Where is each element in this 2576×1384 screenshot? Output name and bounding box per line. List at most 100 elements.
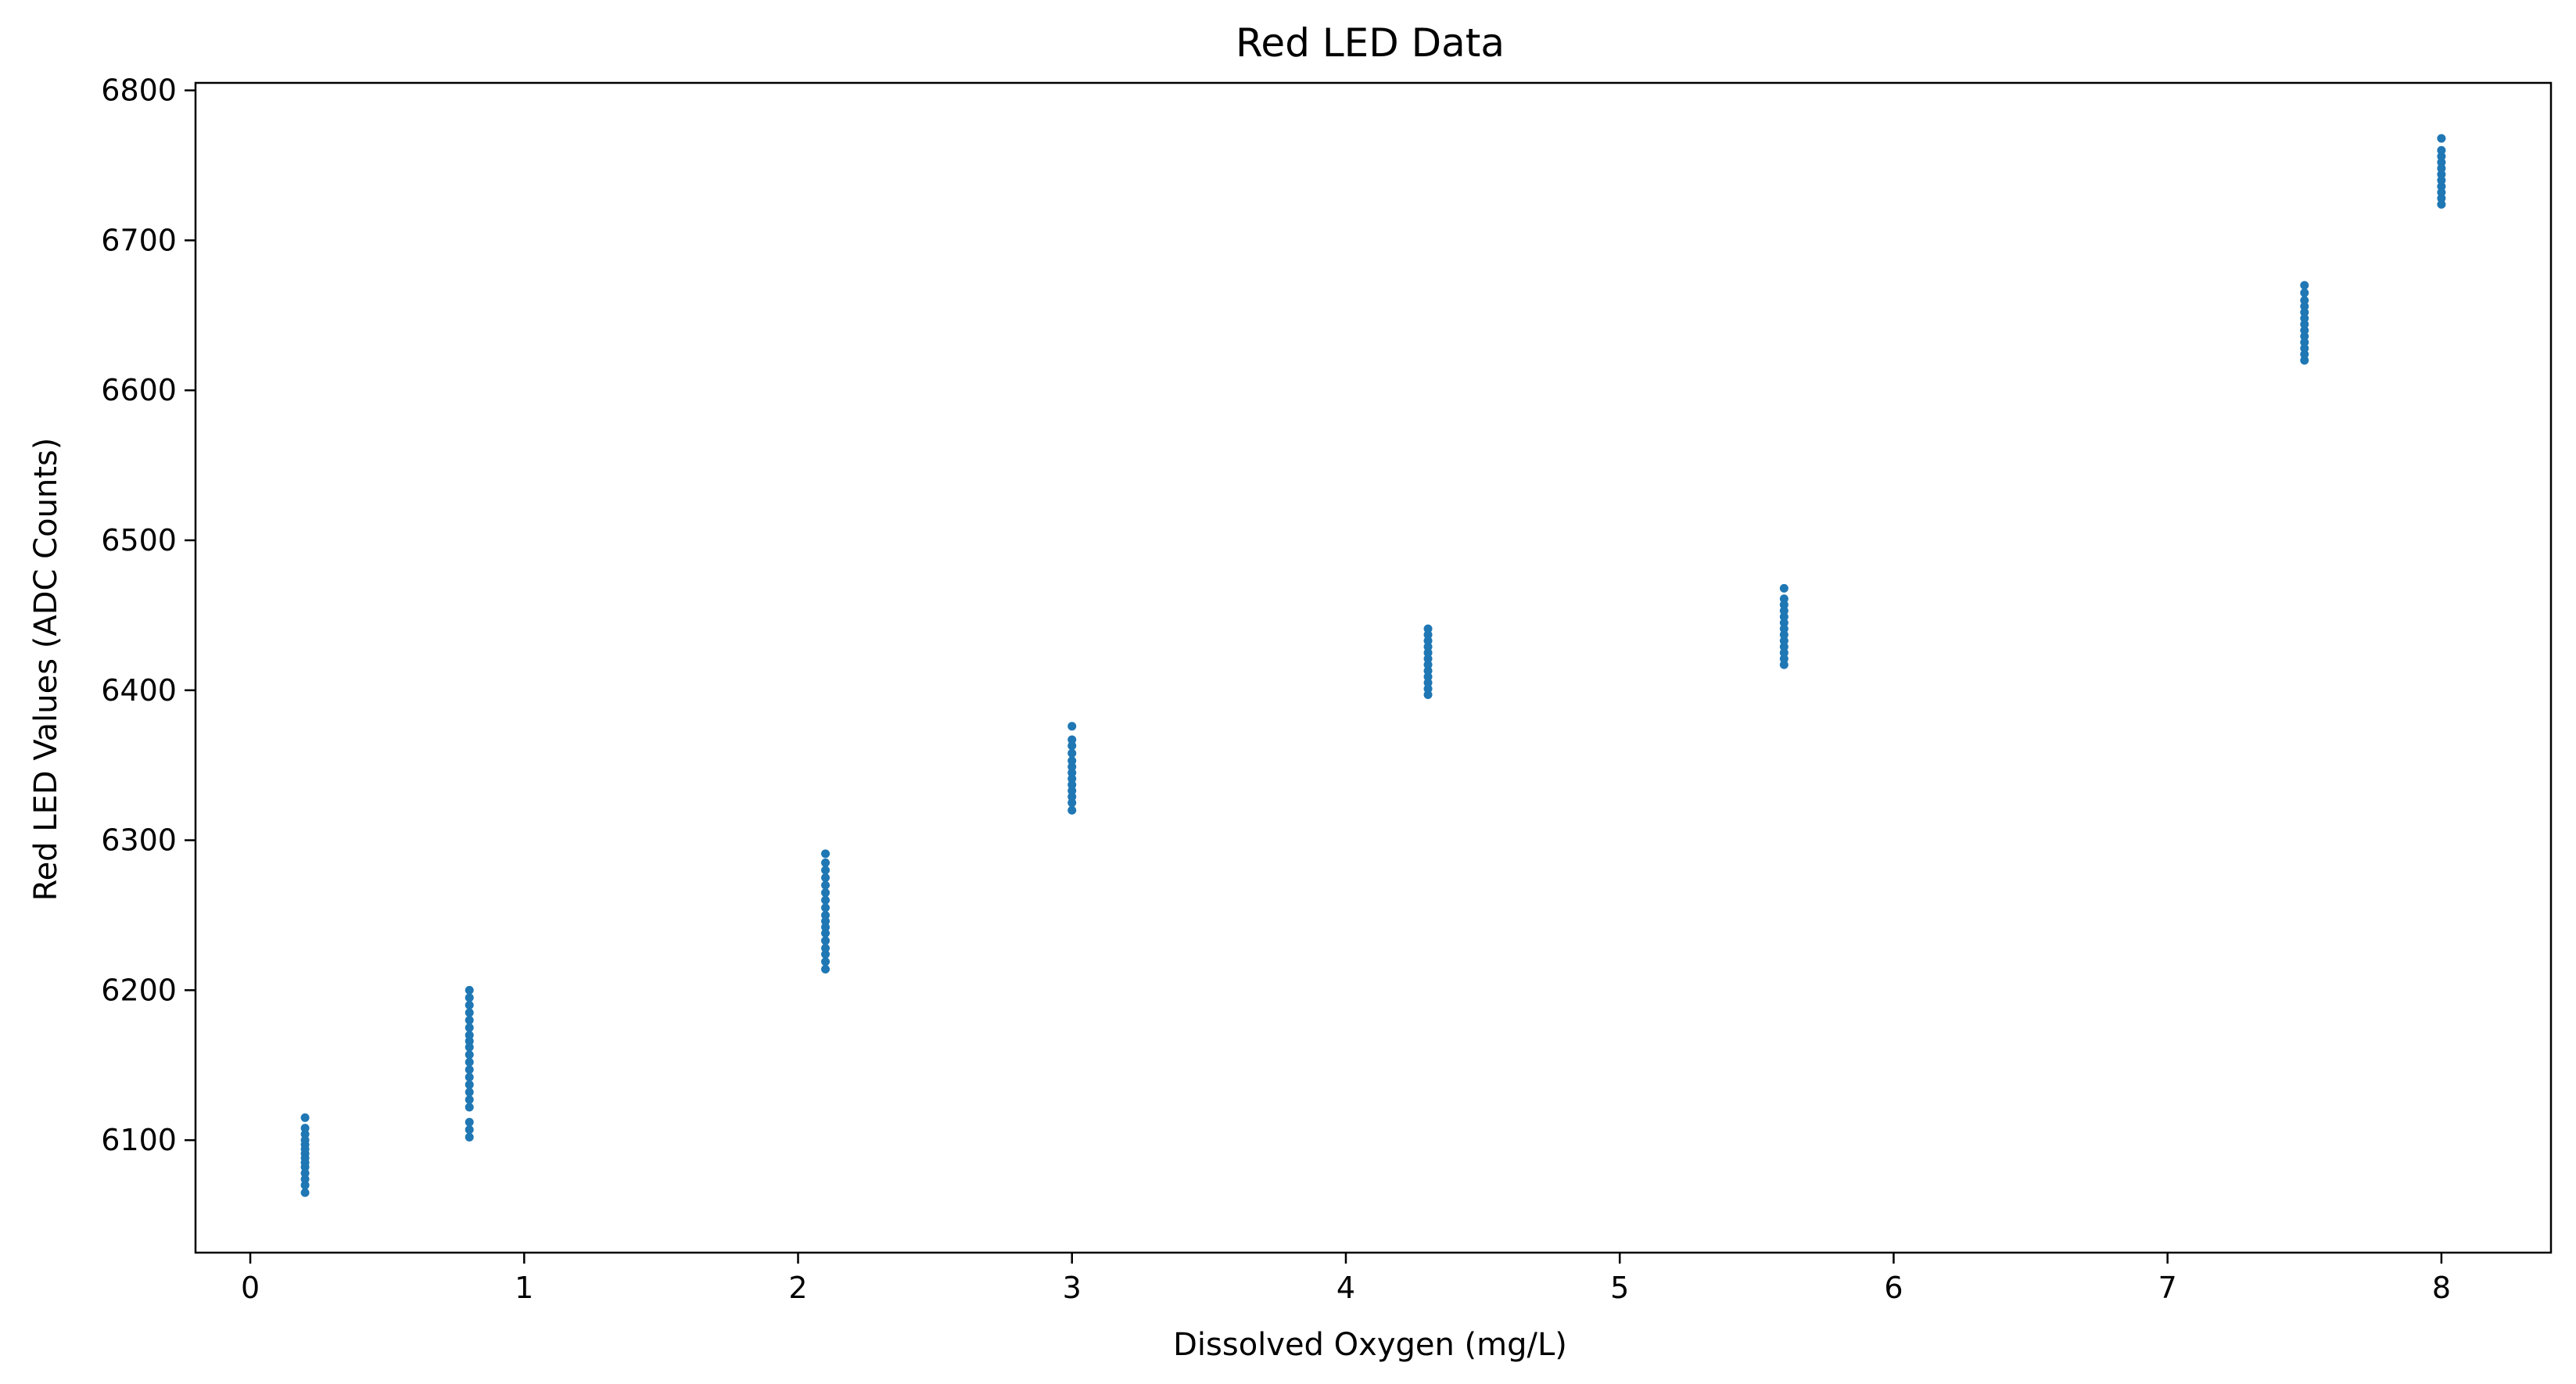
data-point xyxy=(1779,660,1788,669)
x-axis: 0 1 2 3 4 5 6 7 8 xyxy=(241,1253,2451,1305)
data-point xyxy=(1067,780,1077,790)
data-point xyxy=(2300,281,2309,290)
data-point xyxy=(1423,630,1433,640)
data-point xyxy=(1423,660,1433,669)
data-point xyxy=(2437,181,2446,191)
x-tick-label: 4 xyxy=(1336,1271,1355,1305)
y-axis-label: Red LED Values (ADC Counts) xyxy=(28,438,64,902)
data-point xyxy=(2437,188,2446,197)
data-point xyxy=(1423,684,1433,694)
data-point xyxy=(821,916,831,926)
data-point xyxy=(465,1016,474,1025)
data-point xyxy=(821,888,831,898)
data-point xyxy=(2300,325,2309,335)
data-point xyxy=(821,944,831,953)
data-point xyxy=(1423,624,1433,633)
y-tick-label: 6300 xyxy=(101,823,177,858)
data-point xyxy=(465,1073,474,1082)
data-point xyxy=(465,1088,474,1097)
data-point xyxy=(465,1117,474,1127)
data-point xyxy=(821,895,831,905)
data-point xyxy=(465,1057,474,1067)
data-point xyxy=(821,957,831,966)
data-point xyxy=(2437,176,2446,185)
data-point xyxy=(1779,600,1788,609)
x-tick-label: 3 xyxy=(1063,1271,1082,1305)
data-point xyxy=(300,1113,310,1122)
data-point xyxy=(1779,594,1788,604)
data-point xyxy=(1423,654,1433,663)
data-point xyxy=(465,1125,474,1135)
data-point xyxy=(821,873,831,883)
y-tick-label: 6400 xyxy=(101,673,177,708)
data-point xyxy=(821,903,831,913)
data-point xyxy=(300,1124,310,1133)
data-point xyxy=(1067,774,1077,783)
data-point xyxy=(1067,792,1077,801)
data-point xyxy=(1067,768,1077,777)
data-point xyxy=(1779,630,1788,640)
data-point xyxy=(1423,666,1433,676)
data-point xyxy=(2300,350,2309,359)
data-point xyxy=(2437,163,2446,173)
data-point xyxy=(821,880,831,890)
data-point xyxy=(1067,762,1077,772)
data-point xyxy=(1779,654,1788,663)
data-point xyxy=(1423,648,1433,658)
data-point xyxy=(2300,302,2309,311)
data-point xyxy=(1423,690,1433,700)
data-point xyxy=(465,1065,474,1074)
data-point xyxy=(1067,741,1077,751)
data-point xyxy=(2300,289,2309,298)
data-point xyxy=(1067,786,1077,795)
data-point xyxy=(2437,145,2446,155)
data-point xyxy=(1423,636,1433,645)
data-point xyxy=(465,1095,474,1104)
plot-area-frame xyxy=(194,81,2553,1254)
y-axis: 6100 6200 6300 6400 6500 6600 6700 6800 xyxy=(101,74,196,1157)
data-point xyxy=(465,985,474,995)
data-point xyxy=(2300,314,2309,323)
data-point xyxy=(1423,642,1433,651)
data-point xyxy=(1779,642,1788,651)
data-point xyxy=(1423,678,1433,687)
data-point xyxy=(465,1023,474,1032)
chart-title: Red LED Data xyxy=(1236,20,1505,66)
data-point xyxy=(465,1001,474,1010)
data-point xyxy=(300,1129,310,1138)
data-point xyxy=(2437,134,2446,143)
data-point xyxy=(465,1031,474,1040)
data-point xyxy=(821,858,831,867)
data-point xyxy=(2437,194,2446,203)
points-layer xyxy=(300,134,2446,1197)
data-point xyxy=(1067,805,1077,815)
x-tick-label: 1 xyxy=(515,1271,533,1305)
y-tick-label: 6800 xyxy=(101,74,177,108)
data-point xyxy=(1779,583,1788,593)
data-point xyxy=(300,1168,310,1178)
data-point xyxy=(1067,748,1077,758)
data-point xyxy=(300,1135,310,1145)
data-point xyxy=(821,965,831,974)
data-point xyxy=(1067,722,1077,731)
data-point xyxy=(821,936,831,945)
data-point xyxy=(300,1174,310,1184)
data-point xyxy=(465,1103,474,1112)
data-point xyxy=(1067,735,1077,744)
data-point xyxy=(1067,798,1077,808)
data-point xyxy=(465,1050,474,1060)
data-point xyxy=(821,910,831,920)
x-tick-label: 2 xyxy=(788,1271,807,1305)
x-tick-label: 8 xyxy=(2432,1271,2451,1305)
data-point xyxy=(1067,756,1077,766)
y-tick-label: 6600 xyxy=(101,373,177,407)
data-point xyxy=(1779,612,1788,622)
data-point xyxy=(2300,356,2309,365)
data-point xyxy=(2437,158,2446,167)
data-point xyxy=(465,993,474,1002)
data-point xyxy=(300,1181,310,1190)
data-point xyxy=(2300,343,2309,353)
data-point xyxy=(821,923,831,932)
